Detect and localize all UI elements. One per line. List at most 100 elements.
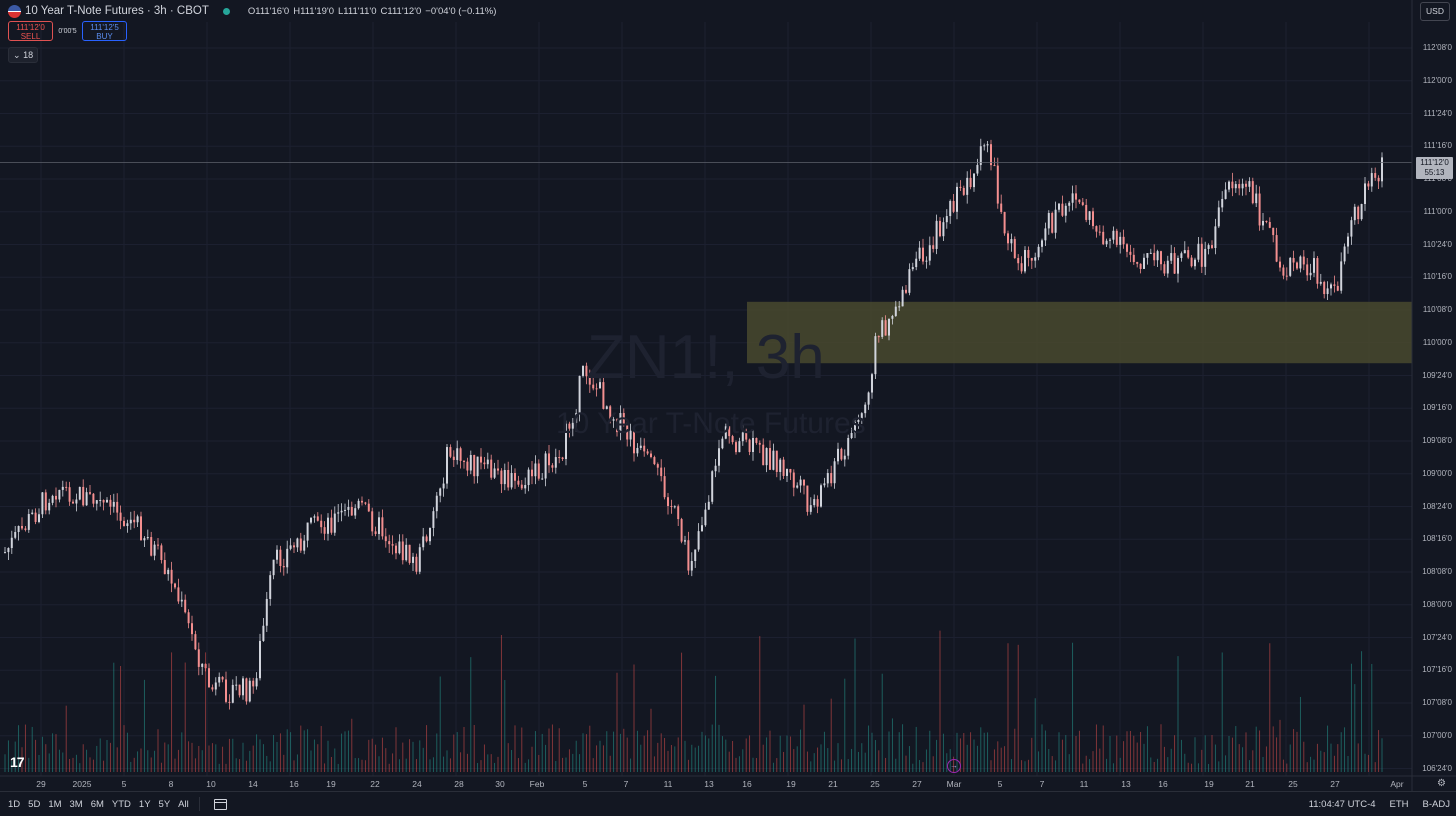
separator [198, 797, 200, 811]
timeframe-button-1m[interactable]: 1M [48, 798, 62, 810]
price-axis-label: 110'16'0 [1422, 272, 1452, 282]
candle-body [500, 470, 503, 485]
candle-body [1248, 181, 1251, 187]
candle-body [738, 441, 741, 453]
buy-button[interactable]: 111'12'5 BUY [82, 21, 127, 41]
candle-body [871, 374, 873, 393]
time-axis-label: 19 [786, 779, 796, 789]
currency-selector[interactable]: USD [1420, 2, 1450, 21]
price-axis-label: 108'08'0 [1422, 567, 1452, 576]
price-axis-label: 112'00'0 [1422, 75, 1452, 85]
candle-body [27, 514, 30, 530]
candle-body [497, 468, 499, 471]
candle-body [1302, 256, 1305, 265]
candle-body [820, 485, 822, 507]
candle-body [1255, 193, 1258, 204]
candle-body [486, 459, 489, 465]
candle-body [466, 461, 469, 471]
candle-body [82, 486, 85, 506]
candle-body [745, 432, 748, 440]
candle-body [194, 634, 197, 650]
candle-body [1143, 257, 1145, 269]
candle-body [235, 684, 238, 686]
time-axis-label: 5 [997, 779, 1003, 789]
symbol-title[interactable]: 10 Year T-Note Futures · 3h · CBOT [25, 5, 209, 17]
timeframe-button-1y[interactable]: 1Y [138, 798, 151, 810]
time-axis-label: 11 [1079, 779, 1089, 789]
price-axis-label: 110'00'0 [1422, 337, 1452, 347]
candle-body [361, 500, 363, 503]
candle-body [687, 540, 690, 571]
candle-body [316, 516, 319, 521]
candle-body [313, 516, 316, 518]
candle-body [367, 503, 370, 512]
candle-body [520, 484, 523, 489]
candle-body [330, 517, 333, 533]
time-axis-label: 10 [206, 779, 216, 789]
candle-body [1166, 260, 1169, 274]
candle-body [884, 320, 887, 336]
timeframe-button-1d[interactable]: 1D [8, 798, 21, 810]
candle-body [456, 448, 459, 461]
tradingview-logo[interactable]: 17 [10, 754, 25, 770]
candle-body [296, 538, 299, 548]
candle-body [748, 439, 751, 453]
candle-body [986, 144, 989, 146]
time-axis-label: 14 [248, 779, 258, 789]
clock[interactable]: 11:04:47 UTC-4 [1308, 798, 1376, 810]
candle-body [772, 450, 775, 470]
session-toggle[interactable]: ETH [1389, 798, 1409, 810]
time-axis-label: 5 [121, 779, 127, 789]
timeframe-button-5d[interactable]: 5D [28, 798, 41, 810]
bottom-right-group: 11:04:47 UTC-4 ETH B-ADJ [1295, 799, 1450, 810]
candle-body [561, 457, 564, 460]
candle-body [996, 165, 999, 204]
candle-body [1041, 240, 1043, 247]
candle-body [731, 436, 734, 443]
candle-body [898, 306, 901, 308]
candle-body [429, 527, 431, 542]
timeframe-button-all[interactable]: All [178, 798, 189, 810]
candle-body [1187, 250, 1190, 258]
candle-body [286, 548, 289, 568]
goto-realtime-icon[interactable]: → [947, 759, 961, 773]
candle-body [1007, 233, 1009, 244]
candle-body [245, 678, 248, 702]
timeframe-button-5y[interactable]: 5Y [158, 798, 171, 810]
time-axis-label: 11 [663, 779, 673, 789]
candle-body [140, 516, 142, 541]
candle-body [238, 684, 241, 696]
candle-body [65, 486, 68, 488]
candle-body [1102, 231, 1105, 245]
candle-body [775, 450, 778, 472]
time-axis-label: 28 [454, 779, 464, 789]
open-value: 111'16'0 [255, 5, 290, 17]
candle-body [554, 457, 557, 468]
candle-body [881, 320, 884, 337]
candle-body [918, 247, 921, 259]
timeframe-button-ytd[interactable]: YTD [111, 798, 131, 810]
timeframe-button-3m[interactable]: 3M [69, 798, 83, 810]
candle-body [89, 492, 91, 494]
candle-body [333, 513, 336, 533]
candle-body [191, 623, 193, 635]
candle-body [769, 448, 771, 470]
indicators-toggle[interactable]: ⌄ 18 [8, 47, 39, 63]
settings-icon[interactable]: ⚙ [1437, 778, 1446, 789]
timeframe-button-6m[interactable]: 6M [90, 798, 104, 810]
sell-button[interactable]: 111'12'0 SELL [8, 21, 53, 41]
candle-body [160, 545, 163, 561]
candle-body [214, 682, 217, 690]
candle-body [1112, 230, 1115, 240]
adjustment-toggle[interactable]: B-ADJ [1422, 798, 1450, 810]
bottom-toolbar: 1D 5D 1M 3M 6M YTD 1Y 5Y All 11:04:47 UTC-4 ETH … [0, 791, 1456, 816]
candle-body [1214, 226, 1217, 249]
candle-body [1173, 253, 1176, 274]
time-axis-label: 16 [1158, 779, 1168, 789]
candle-body [1326, 288, 1329, 295]
candle-body [17, 525, 20, 533]
candle-body [1377, 177, 1380, 182]
candle-body [1370, 173, 1373, 187]
calendar-icon[interactable] [213, 798, 227, 810]
